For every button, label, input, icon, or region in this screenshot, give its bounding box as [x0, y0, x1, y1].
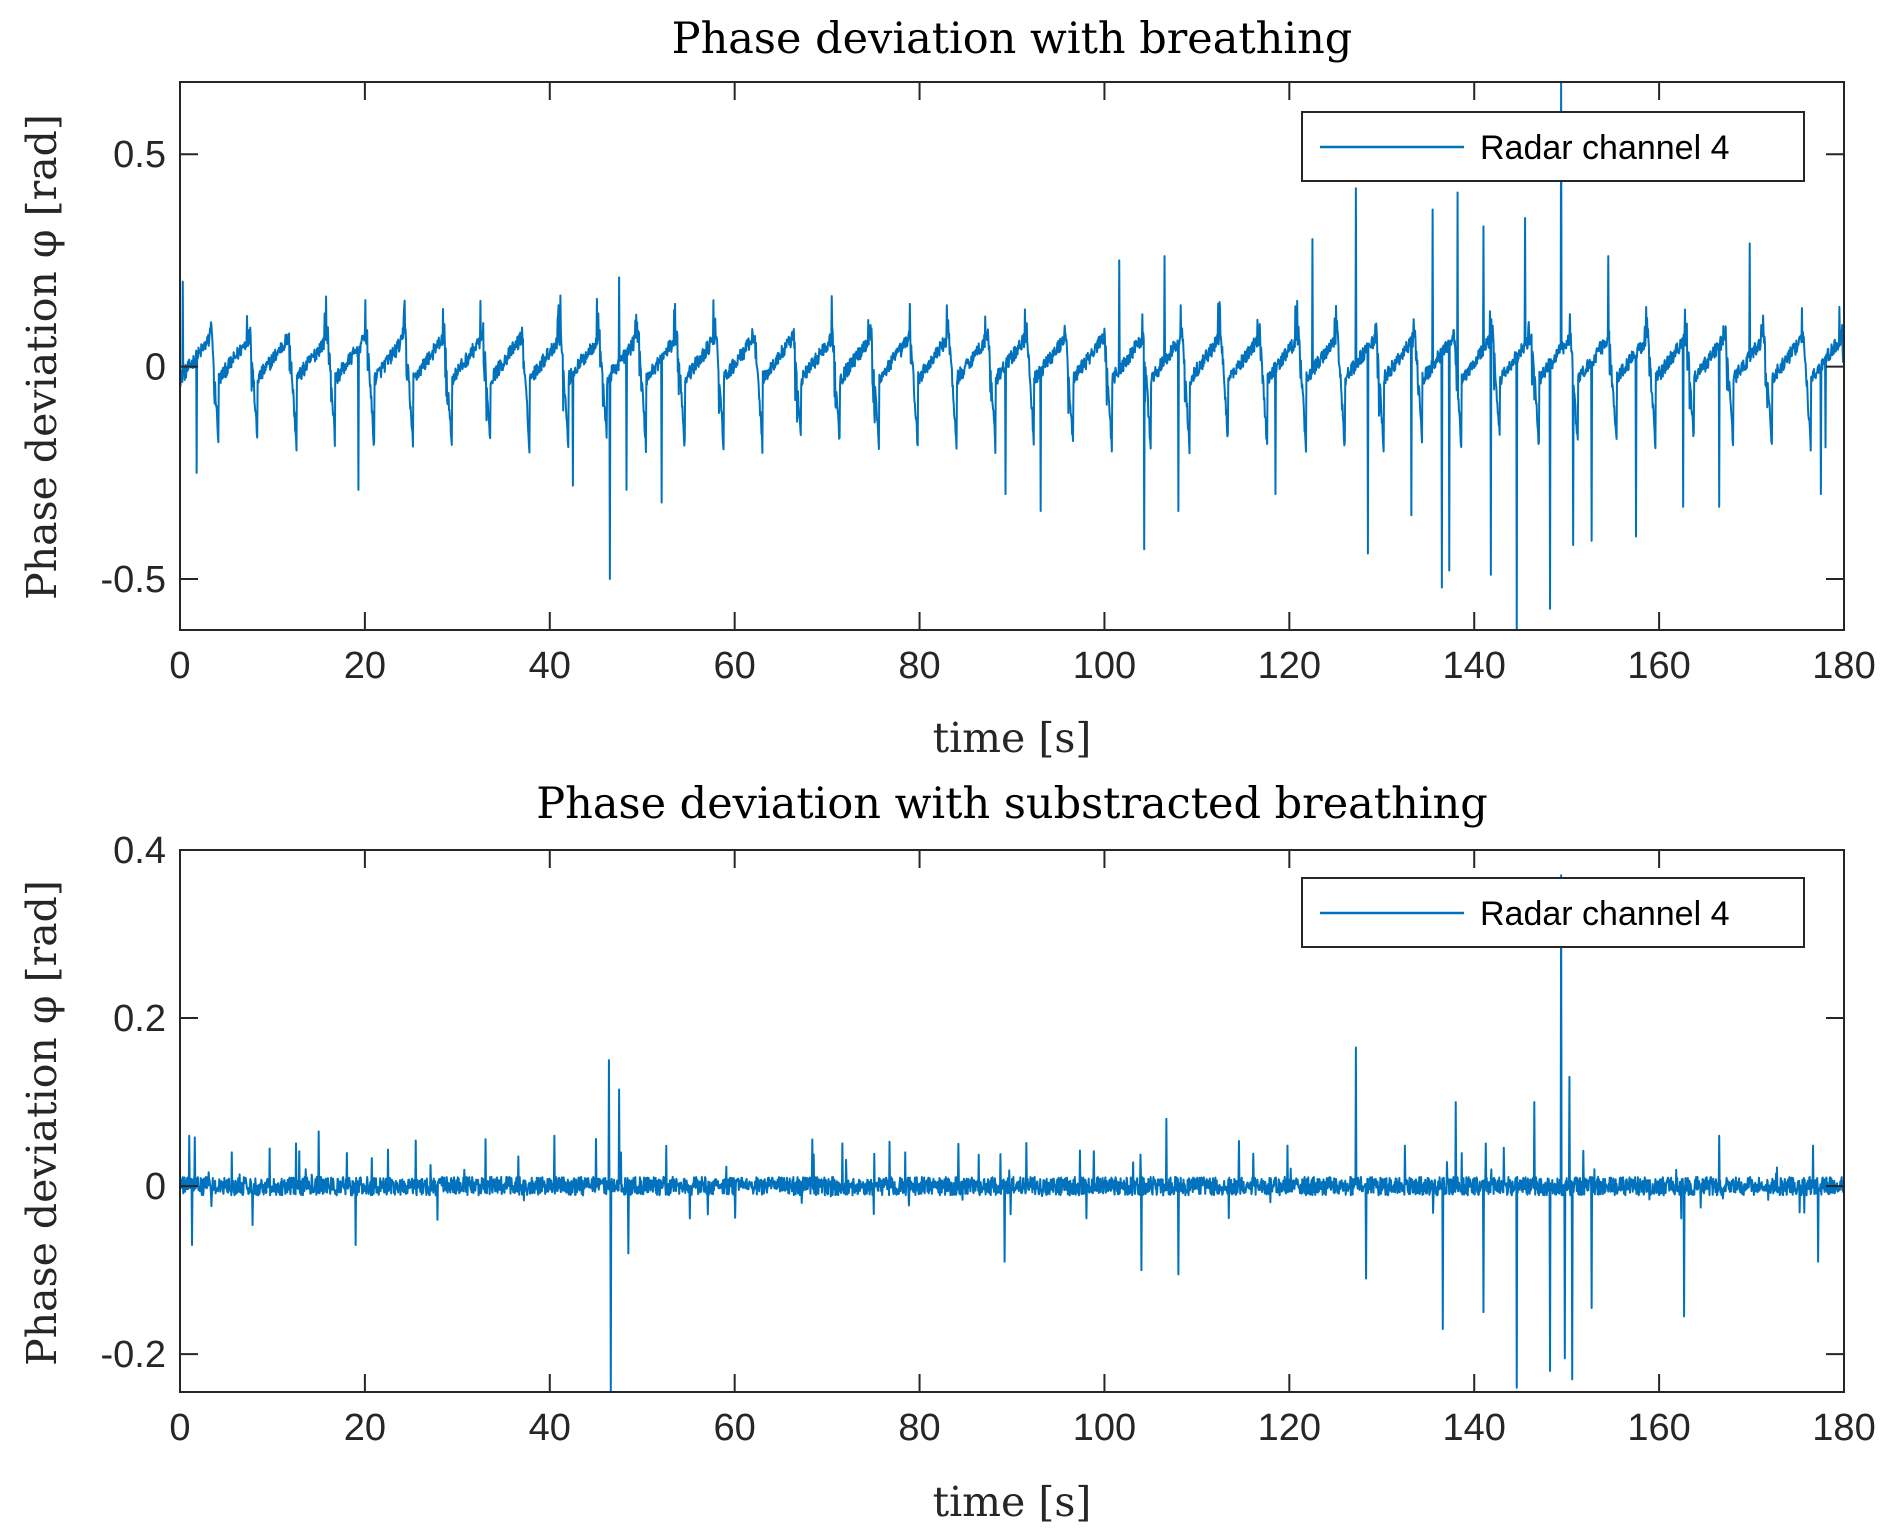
x-tick-label: 140 [1443, 1407, 1506, 1449]
x-tick-label: 60 [714, 1407, 756, 1449]
ticks-layer: 0 20 40 60 80 100 120 140 160 180 -0.5 0 0.5 [101, 82, 1876, 687]
x-tick-label: 40 [529, 1407, 571, 1449]
chart-substracted-breathing: Phase deviation with substracted breathi… [18, 779, 1876, 1526]
x-tick-label: 100 [1073, 1407, 1136, 1449]
legend: Radar channel 4 [1301, 111, 1805, 182]
series-layer [180, 874, 1844, 1392]
legend-entry-label: Radar channel 4 [1480, 895, 1730, 933]
x-tick-label: 100 [1073, 645, 1136, 687]
y-tick-label: 0 [145, 1166, 166, 1208]
x-tick-label: 160 [1627, 1407, 1690, 1449]
x-tick-label: 160 [1627, 645, 1690, 687]
x-tick-label: 60 [714, 645, 756, 687]
ticks-layer: 0 20 40 60 80 100 120 140 160 180-0.200.20.4 [101, 830, 1876, 1449]
x-tick-label: 0 [169, 1407, 190, 1449]
x-tick-label: 20 [344, 645, 386, 687]
y-axis-label: Phase deviation φ [rad] [18, 114, 66, 600]
chart-title: Phase deviation with breathing [672, 14, 1353, 64]
plot-area-frame [179, 81, 1845, 631]
x-axis-label: time [s] [933, 1478, 1092, 1526]
legend-entry-label: Radar channel 4 [1480, 129, 1730, 167]
y-tick-label: -0.5 [101, 559, 166, 601]
x-tick-label: 180 [1812, 1407, 1875, 1449]
y-tick-label: 0.5 [113, 134, 166, 176]
legend: Radar channel 4 [1301, 877, 1805, 948]
x-tick-label: 120 [1258, 1407, 1321, 1449]
x-tick-label: 40 [529, 645, 571, 687]
y-tick-label: 0 [145, 347, 166, 389]
x-tick-label: 80 [898, 645, 940, 687]
y-tick-label: -0.2 [101, 1334, 166, 1376]
chart-title: Phase deviation with substracted breathi… [536, 779, 1488, 829]
y-axis-label: Phase deviation φ [rad] [18, 880, 66, 1366]
plot-area-frame [179, 849, 1845, 1393]
series-line-radar-channel-4 [180, 82, 1844, 630]
y-tick-label: 0.4 [113, 830, 166, 872]
x-axis-label: time [s] [933, 714, 1092, 762]
x-tick-label: 140 [1443, 645, 1506, 687]
series-line-radar-channel-4 [180, 874, 1844, 1392]
x-tick-label: 120 [1258, 645, 1321, 687]
chart-breathing: Phase deviation with breathing Phase dev… [18, 14, 1876, 762]
x-tick-label: 80 [898, 1407, 940, 1449]
x-tick-label: 20 [344, 1407, 386, 1449]
x-tick-label: 0 [169, 645, 190, 687]
y-tick-label: 0.2 [113, 998, 166, 1040]
x-tick-label: 180 [1812, 645, 1875, 687]
series-layer [180, 82, 1844, 630]
